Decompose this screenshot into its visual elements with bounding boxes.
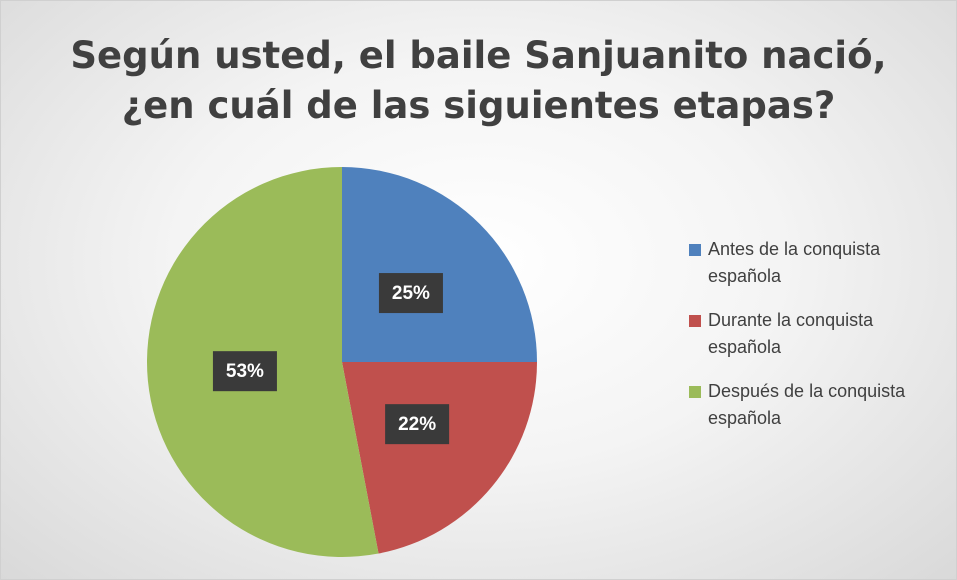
legend-item: Durante la conquista española bbox=[689, 307, 951, 361]
legend-item: Después de la conquista española bbox=[689, 378, 951, 432]
data-label: 25% bbox=[378, 273, 443, 314]
legend: Antes de la conquista española Durante la… bbox=[689, 236, 951, 449]
legend-item: Antes de la conquista española bbox=[689, 236, 951, 290]
legend-swatch bbox=[689, 386, 701, 398]
legend-label: Durante la conquista española bbox=[708, 310, 874, 357]
data-label-box bbox=[385, 404, 450, 445]
data-label-box bbox=[212, 351, 277, 392]
chart-title: Según usted, el baile Sanjuanito nació, … bbox=[70, 34, 887, 127]
data-label-text: 53% bbox=[226, 361, 264, 382]
legend-label: Después de la conquista española bbox=[708, 381, 906, 428]
data-label-box bbox=[378, 273, 443, 314]
data-label-text: 22% bbox=[398, 414, 436, 435]
legend-swatch bbox=[689, 315, 701, 327]
data-label: 22% bbox=[385, 404, 450, 445]
legend-label: Antes de la conquista española bbox=[708, 239, 881, 286]
data-label: 53% bbox=[212, 351, 277, 392]
pie-slice bbox=[342, 167, 537, 362]
legend-swatch bbox=[689, 244, 701, 256]
data-label-text: 25% bbox=[392, 283, 430, 304]
